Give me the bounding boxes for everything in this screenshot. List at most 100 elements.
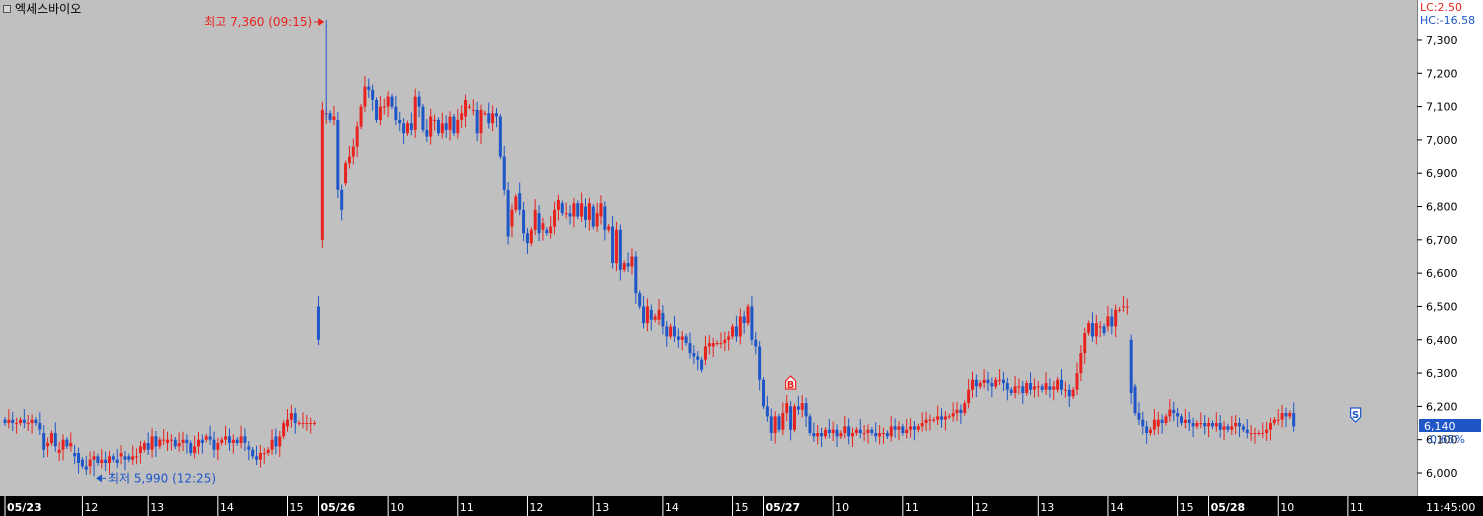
candle-body	[301, 423, 305, 425]
candle-body	[611, 226, 615, 264]
candle-body	[580, 203, 584, 217]
candle-body	[433, 119, 437, 121]
candle-body	[1094, 323, 1098, 337]
annotations: 최고 7,360 (09:15) 최저 5,990 (12:25)	[96, 15, 325, 485]
candle-body	[1245, 429, 1249, 434]
candle-body	[862, 433, 866, 435]
candle-body	[881, 433, 885, 435]
x-tick-label: 12	[975, 501, 989, 514]
candle-body	[549, 226, 553, 234]
candle-body	[197, 439, 200, 447]
candle-body	[123, 456, 127, 460]
candle-body	[762, 379, 766, 407]
candle-body	[1083, 333, 1087, 354]
candle-body	[1249, 433, 1253, 435]
candle-body	[258, 453, 262, 460]
candle-body	[340, 189, 344, 210]
candle-body	[115, 459, 119, 464]
candle-body	[1087, 323, 1091, 334]
candle-body	[839, 433, 843, 437]
x-tick-label: 11	[460, 501, 474, 514]
candle-body	[1121, 306, 1125, 308]
candle-body	[26, 423, 30, 425]
candle-body	[286, 419, 290, 427]
candle-body	[1152, 419, 1156, 430]
candle-body	[1137, 413, 1141, 420]
candle-body	[572, 203, 576, 217]
candle-body	[796, 406, 800, 410]
candle-body	[951, 413, 955, 417]
candle-body	[645, 306, 649, 324]
candle-body	[375, 99, 379, 120]
candle-body	[998, 379, 1002, 381]
candle-body	[967, 389, 971, 404]
candle-body	[661, 313, 665, 327]
candle-body	[642, 306, 646, 324]
candle-body	[80, 459, 84, 467]
candle-body	[789, 406, 793, 430]
candle-body	[525, 233, 529, 244]
candle-body	[30, 419, 34, 424]
candle-body	[61, 439, 65, 450]
candle-body	[282, 423, 286, 437]
x-tick-label: 13	[150, 501, 164, 514]
candle-body	[305, 423, 309, 425]
candle-body	[200, 439, 204, 444]
y-tick-label: 6,400	[1426, 334, 1458, 347]
x-tick-label: 11	[1350, 501, 1364, 514]
candle-body	[491, 113, 495, 124]
candle-body	[193, 446, 197, 454]
candle-body	[77, 453, 81, 464]
y-tick-label: 7,200	[1426, 67, 1458, 80]
candle-body	[731, 326, 735, 337]
candle-body	[1056, 379, 1060, 390]
candle-body	[336, 119, 340, 190]
candle-body	[541, 223, 545, 230]
title-box-icon[interactable]	[3, 5, 11, 13]
candle-body	[46, 443, 50, 447]
candle-body	[436, 119, 440, 134]
candle-body	[138, 446, 142, 454]
candle-body	[92, 456, 96, 460]
candle-body	[1280, 413, 1284, 420]
candle-body	[104, 459, 108, 464]
candle-body	[804, 403, 808, 417]
candle-body	[703, 346, 707, 360]
candle-body	[792, 406, 796, 430]
sell-marker-label: S	[1352, 410, 1359, 421]
candle-body	[595, 213, 599, 227]
buy-marker-label: B	[787, 380, 795, 391]
candle-body	[243, 436, 247, 444]
candle-body	[471, 109, 475, 111]
y-tick-label: 6,800	[1426, 201, 1458, 214]
candle-body	[823, 429, 827, 437]
x-tick-label: 05/23	[7, 501, 42, 514]
candle-body	[870, 429, 874, 434]
y-tick-label: 6,300	[1426, 367, 1458, 380]
candle-body	[1009, 389, 1013, 394]
candle-body	[982, 379, 986, 384]
candle-body	[986, 379, 990, 384]
candle-body	[278, 436, 282, 447]
candle-body	[932, 419, 936, 421]
candle-body	[1048, 386, 1052, 390]
x-tick-label: 12	[529, 501, 543, 514]
candle-body	[355, 126, 359, 147]
candle-body	[382, 106, 386, 108]
candle-body	[166, 439, 170, 444]
candle-body	[847, 426, 851, 437]
candle-body	[669, 326, 673, 337]
price-axis-panel	[1417, 0, 1483, 496]
y-tick-label: 6,200	[1426, 400, 1458, 413]
candle-body	[858, 429, 862, 434]
candle-body	[11, 419, 15, 424]
candle-body	[854, 429, 858, 434]
candle-body	[1241, 426, 1245, 430]
candle-body	[866, 429, 870, 434]
current-price-box	[1419, 419, 1481, 432]
candle-body	[1257, 433, 1261, 435]
candle-body	[150, 436, 154, 450]
candle-body	[363, 86, 367, 107]
candle-body	[622, 263, 626, 270]
